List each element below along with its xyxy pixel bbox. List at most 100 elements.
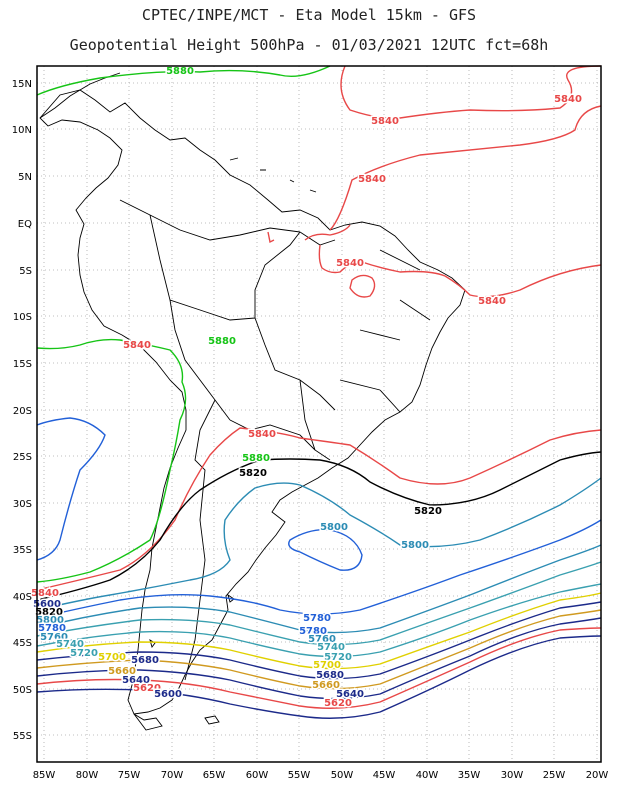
contour-5840-amazon	[267, 224, 602, 298]
lake-and-island-details	[133, 593, 235, 731]
contour-5880-north	[36, 65, 331, 96]
south-america-coastline	[39, 89, 466, 715]
contour-5620	[36, 627, 602, 709]
contour-5840-mid	[329, 105, 602, 231]
longitude-tick-labels: 85W 80W 75W 70W 65W 60W 55W 50W 45W 40W 35W 30W 25W 2…	[33, 770, 609, 781]
contour-label-5620: 5620	[324, 698, 352, 709]
contour-label-5780: 5780	[299, 626, 327, 637]
lon-tick-50w: 50W	[331, 770, 354, 781]
contour-label-5780: 5780	[38, 623, 66, 634]
contour-label-5740: 5740	[56, 639, 84, 650]
contour-label-5760: 5760	[308, 634, 336, 645]
contour-label-5880: 5880	[208, 336, 236, 347]
contour-5780	[36, 519, 602, 619]
contour-label-5720: 5720	[70, 648, 98, 659]
contour-label-5640: 5640	[122, 675, 150, 686]
contour-label-5620: 5620	[133, 683, 161, 694]
contour-label-5840: 5840	[336, 258, 364, 269]
contour-5760	[36, 544, 602, 634]
contour-label-5640: 5640	[336, 689, 364, 700]
lat-tick-15n: 15N	[12, 79, 32, 90]
contour-label-5740: 5740	[317, 642, 345, 653]
contour-label-5820: 5820	[414, 506, 442, 517]
lon-tick-75w: 75W	[118, 770, 141, 781]
lon-tick-45w: 45W	[373, 770, 396, 781]
lat-tick-5n: 5N	[18, 172, 32, 183]
height-contours	[36, 65, 602, 719]
lon-tick-70w: 70W	[161, 770, 184, 781]
lat-tick-30s: 30S	[13, 499, 32, 510]
contour-label-5840: 5840	[248, 429, 276, 440]
lon-tick-55w: 55W	[288, 770, 311, 781]
lat-tick-25s: 25S	[13, 452, 32, 463]
contour-5680	[36, 601, 602, 680]
lon-tick-60w: 60W	[246, 770, 269, 781]
map-frame	[36, 65, 602, 763]
contour-5880-west	[36, 338, 187, 583]
contour-5800	[36, 477, 602, 611]
lon-tick-25w: 25W	[543, 770, 566, 781]
contour-label-5800: 5800	[401, 540, 429, 551]
contour-label-5820: 5820	[35, 607, 63, 618]
lat-tick-40s: 40S	[13, 592, 32, 603]
contour-label-5840: 5840	[554, 94, 582, 105]
contour-5820	[36, 451, 602, 601]
contour-label-5800: 5800	[320, 522, 348, 533]
lon-tick-85w: 85W	[33, 770, 56, 781]
contour-label-5680: 5680	[316, 670, 344, 681]
contour-5740	[36, 561, 602, 646]
contour-label-5820: 5820	[239, 468, 267, 479]
contour-label-5800: 5800	[36, 615, 64, 626]
contour-5840-north	[340, 65, 602, 120]
contour-5780-loop	[288, 529, 363, 571]
contour-label-5840: 5840	[123, 340, 151, 351]
lon-tick-35w: 35W	[458, 770, 481, 781]
contour-label-5660: 5660	[108, 666, 136, 677]
lat-tick-5s: 5S	[19, 266, 32, 277]
lon-tick-80w: 80W	[76, 770, 99, 781]
caribbean-islands	[229, 157, 317, 193]
contour-5600	[36, 635, 602, 719]
contour-5660	[36, 609, 602, 690]
contour-5880-southwest	[36, 417, 106, 561]
contour-5640	[36, 617, 602, 700]
contour-label-5720: 5720	[324, 652, 352, 663]
latitude-tick-labels: 15N 10N 5N EQ 5S 10S 15S 20S 25S 30S 35S 40S 45S 50S 5…	[12, 79, 32, 742]
lon-tick-65w: 65W	[203, 770, 226, 781]
lat-tick-eq: EQ	[18, 219, 32, 230]
contour-5840-south	[36, 427, 602, 591]
contour-label-5840: 5840	[358, 174, 386, 185]
contour-label-5880: 5880	[242, 453, 270, 464]
lat-tick-10n: 10N	[12, 125, 32, 136]
contour-label-5760: 5760	[40, 632, 68, 643]
central-america-coastline	[39, 72, 121, 119]
contour-5700	[36, 592, 602, 670]
coastlines-and-borders	[39, 72, 466, 731]
contour-label-5840: 5840	[31, 588, 59, 599]
contour-label-5840: 5840	[371, 116, 399, 127]
contour-label-5700: 5700	[98, 652, 126, 663]
contour-label-5780: 5780	[303, 613, 331, 624]
lat-tick-45s: 45S	[13, 638, 32, 649]
contour-label-5880: 5880	[166, 66, 194, 77]
contour-label-5840: 5840	[478, 296, 506, 307]
map-title-line-2: Geopotential Height 500hPa - 01/03/2021 …	[69, 36, 549, 54]
contour-label-5680: 5680	[131, 655, 159, 666]
lon-tick-40w: 40W	[416, 770, 439, 781]
lon-tick-30w: 30W	[501, 770, 524, 781]
lat-tick-55s: 55S	[13, 731, 32, 742]
contour-label-5600: 5600	[33, 599, 61, 610]
contour-label-5700: 5700	[313, 660, 341, 671]
lat-tick-20s: 20S	[13, 406, 32, 417]
map-title-line-1: CPTEC/INPE/MCT - Eta Model 15km - GFS	[141, 6, 477, 24]
lat-tick-35s: 35S	[13, 545, 32, 556]
contour-5840-northeast-loop	[349, 274, 376, 298]
contour-label-5660: 5660	[312, 680, 340, 691]
lat-tick-10s: 10S	[13, 312, 32, 323]
lat-tick-50s: 50S	[13, 685, 32, 696]
contour-5720	[36, 583, 602, 658]
lon-tick-20w: 20W	[586, 770, 609, 781]
contour-label-5600: 5600	[154, 689, 182, 700]
lat-tick-15s: 15S	[13, 359, 32, 370]
